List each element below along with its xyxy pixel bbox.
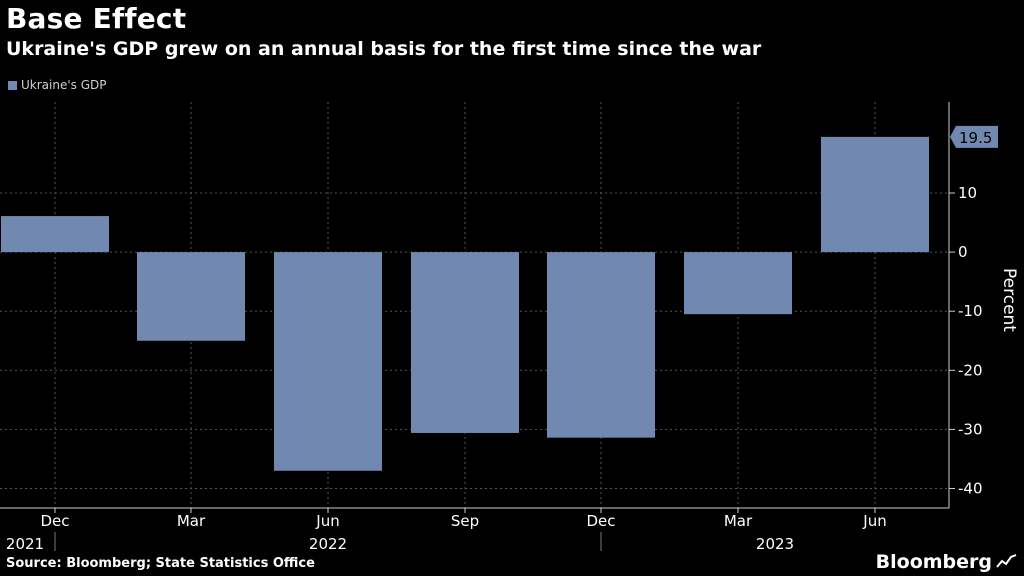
- y-tick-label: -40: [958, 479, 983, 497]
- x-tick-label: Mar: [177, 512, 206, 530]
- bar: [684, 252, 792, 315]
- y-axis-title: Percent: [999, 268, 1019, 332]
- year-label: 2023: [756, 535, 794, 553]
- x-tick-label: Mar: [724, 512, 753, 530]
- bar: [547, 252, 655, 438]
- chart-title: Base Effect: [6, 2, 187, 35]
- legend-label: Ukraine's GDP: [21, 78, 107, 92]
- bar: [137, 252, 245, 341]
- y-tick-label: -10: [958, 302, 983, 320]
- source-note: Source: Bloomberg; State Statistics Offi…: [6, 556, 315, 571]
- y-tick-label: 0: [958, 243, 968, 261]
- last-value-label: 19.5: [959, 129, 992, 147]
- brand-logo: Bloomberg: [876, 551, 1018, 573]
- bar: [1, 216, 109, 253]
- y-tick-label: -30: [958, 420, 983, 438]
- bar: [411, 252, 519, 433]
- bar: [821, 136, 929, 253]
- x-tick-label: Dec: [586, 512, 615, 530]
- year-label: 2022: [309, 535, 347, 553]
- brand-name: Bloomberg: [875, 551, 992, 573]
- x-tick-label: Dec: [40, 512, 69, 530]
- legend: Ukraine's GDP: [8, 78, 106, 92]
- x-tick-label: Sep: [451, 512, 479, 530]
- bar: [274, 252, 382, 471]
- legend-swatch: [8, 80, 17, 90]
- chart-subtitle: Ukraine's GDP grew on an annual basis fo…: [6, 38, 762, 60]
- y-tick-label: 10: [958, 184, 977, 202]
- last-value-callout: [950, 125, 998, 148]
- x-tick-label: Jun: [315, 512, 339, 530]
- terminal-chart-icon: [996, 554, 1017, 568]
- x-tick-label: Jun: [862, 512, 886, 530]
- year-label: 2021: [6, 535, 44, 553]
- y-tick-label: -20: [958, 361, 983, 379]
